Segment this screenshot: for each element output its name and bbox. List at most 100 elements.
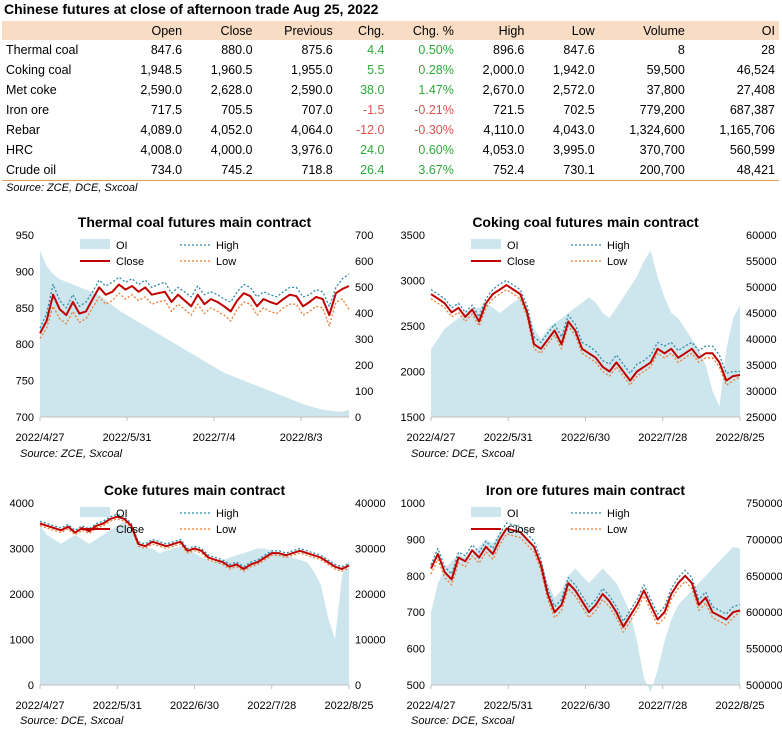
cell-previous: 3,976.0 [291, 143, 333, 157]
coking-coal-chart: Coking coal futures main contract 1500 200… [391, 207, 782, 469]
high-line [430, 279, 740, 374]
y-right-tick-label: 700 [355, 230, 373, 242]
cell-close: 705.5 [221, 103, 253, 117]
legend-high-label: High [607, 508, 630, 520]
cell-chg: 26.4 [336, 160, 389, 181]
legend-oi-label: OI [116, 508, 128, 520]
y-right-tick-label: 750000 [746, 498, 782, 510]
low-line [39, 292, 350, 339]
y-right-tick-label: 600000 [746, 607, 782, 619]
x-tick-label: 2022/5/31 [93, 700, 142, 712]
cell-open: 4,089.0 [140, 123, 183, 137]
cell-previous: 4,064.0 [291, 123, 333, 137]
y-left-tick-label: 3500 [401, 230, 425, 242]
thermal-coal-source-note: Source: ZCE, Sxcoal [20, 448, 123, 460]
y-right-tick-label: 25000 [746, 412, 777, 424]
cell-volume: 8 [677, 43, 685, 57]
cell-chg-pct: -0.21% [414, 103, 454, 117]
cell-close: 2,628.0 [210, 83, 253, 97]
cell-name: Rebar [6, 123, 41, 137]
cell-previous: 707.0 [301, 103, 333, 117]
cell-oi: 1,165,706 [719, 123, 775, 137]
x-tick-label: 2022/4/27 [16, 700, 65, 712]
y-left-tick-label: 700 [16, 412, 34, 424]
legend-low-label: Low [607, 256, 627, 268]
y-right-tick-label: 500 [355, 282, 373, 294]
table-row: Coking coal 1,948.5 1,960.5 1,955.0 5.5 0.28%… [2, 60, 779, 80]
cell-open: 1,948.5 [140, 63, 183, 77]
cell-chg-pct: 0.60% [418, 143, 454, 157]
table-row: Iron ore 717.5 705.5 707.0 -1.5 -0.21% 721.5 70… [2, 100, 779, 120]
x-tick-label: 2022/7/4 [193, 432, 236, 444]
y-right-tick-label: 20000 [355, 589, 386, 601]
y-right-tick-label: 300 [355, 334, 373, 346]
legend-oi-swatch [471, 239, 501, 249]
y-right-tick-label: 60000 [746, 230, 777, 242]
coke-chart: Coke futures main contract 0 1000 2000 3000 4… [0, 475, 391, 737]
cell-oi: 28 [761, 43, 775, 57]
cell-chg: -12.0 [355, 123, 385, 137]
x-tick-label: 2022/8/3 [280, 432, 323, 444]
cell-previous: 1,955.0 [291, 63, 333, 77]
cell-chg: 5.5 [367, 63, 385, 77]
column-header-volume: Volume [598, 21, 689, 40]
cell-low: 4,043.0 [552, 123, 595, 137]
column-header-name [2, 21, 116, 40]
cell-oi: 46,524 [736, 63, 775, 77]
chart-title: Coking coal futures main contract [472, 214, 699, 230]
table-row: HRC 4,008.0 4,000.0 3,976.0 24.0 0.60% 4,053.0… [2, 140, 779, 160]
legend-oi-swatch [80, 507, 110, 517]
y-right-tick-label: 50000 [746, 282, 777, 294]
close-line [430, 527, 741, 628]
table-row: Rebar 4,089.0 4,052.0 4,064.0 -12.0 -0.30% 4,1… [2, 120, 779, 140]
table-row: Crude oil 734.0 745.2 718.8 26.4 3.67% 752.4 73… [2, 160, 779, 181]
low-line [430, 288, 741, 386]
y-left-tick-label: 3000 [10, 544, 34, 556]
cell-close: 4,052.0 [210, 123, 253, 137]
cell-open: 847.6 [150, 43, 183, 57]
x-tick-label: 2022/5/31 [484, 432, 533, 444]
cell-volume: 200,700 [598, 160, 689, 181]
futures-table: Open Close Previous Chg. Chg. % High Low… [2, 21, 779, 181]
cell-chg-pct: 0.50% [418, 43, 454, 57]
y-right-tick-label: 200 [355, 360, 373, 372]
y-right-tick-label: 650000 [746, 571, 782, 583]
legend-low-label: Low [216, 524, 236, 536]
legend-high-label: High [607, 240, 630, 252]
cell-volume: 1,324,600 [629, 123, 685, 137]
chart-title: Thermal coal futures main contract [78, 214, 312, 230]
x-tick-label: 2022/7/28 [638, 700, 687, 712]
low-line [39, 518, 350, 572]
oi-area [40, 250, 349, 417]
legend-close-label: Close [116, 524, 144, 536]
cell-high: 896.6 [493, 43, 525, 57]
cell-chg: 38.0 [360, 83, 385, 97]
column-header-previous: Previous [256, 21, 337, 40]
close-line [39, 283, 350, 334]
oi-area [40, 521, 349, 685]
y-right-tick-label: 35000 [746, 360, 777, 372]
x-tick-label: 2022/4/27 [407, 432, 456, 444]
column-header-close: Close [186, 21, 257, 40]
y-left-tick-label: 1500 [401, 412, 425, 424]
coke-chart-svg: Coke futures main contract 0 1000 2000 3000 4… [10, 482, 386, 712]
cell-oi: 687,387 [729, 103, 775, 117]
legend-oi-swatch [471, 507, 501, 517]
cell-previous: 2,590.0 [291, 83, 333, 97]
cell-chg-pct: 0.28% [418, 63, 454, 77]
table-source-note: Source: ZCE, DCE, Sxcoal [6, 182, 138, 194]
y-left-tick-label: 800 [16, 339, 34, 351]
y-left-tick-label: 750 [16, 376, 34, 388]
x-tick-label: 2022/8/25 [325, 700, 374, 712]
cell-volume: 370,700 [639, 143, 685, 157]
cell-previous: 718.8 [256, 160, 337, 181]
legend-low-label: Low [607, 524, 627, 536]
y-right-tick-label: 10000 [355, 635, 386, 647]
cell-high: 4,053.0 [482, 143, 525, 157]
y-left-tick-label: 1000 [401, 498, 425, 510]
x-tick-label: 2022/7/28 [247, 700, 296, 712]
cell-volume: 37,800 [646, 83, 685, 97]
cell-name: Crude oil [2, 160, 116, 181]
column-header-chg: Chg. [336, 21, 389, 40]
legend-low-label: Low [216, 256, 236, 268]
